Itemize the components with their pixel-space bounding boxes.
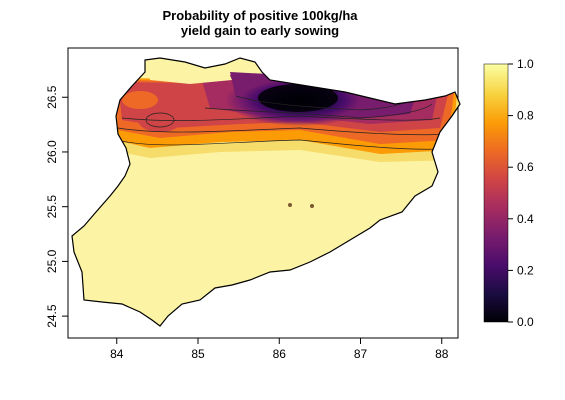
colorbar-axis: 0.0 0.2 0.4 0.6 0.8 1.0 <box>508 57 534 329</box>
y-tick-label: 26.0 <box>45 140 59 164</box>
y-tick-label: 25.0 <box>45 249 59 273</box>
map-title-line1: Probability of positive 100kg/ha <box>162 8 358 23</box>
colorbar-tick-label: 0.8 <box>517 109 534 123</box>
x-tick-label: 88 <box>435 347 449 361</box>
contour-lines <box>115 139 453 150</box>
x-tick-label: 87 <box>354 347 368 361</box>
y-tick-label: 25.5 <box>45 195 59 219</box>
colorbar-tick-label: 0.6 <box>517 160 534 174</box>
x-axis: 84 85 86 87 88 <box>110 338 449 361</box>
plot-frame <box>67 47 459 339</box>
x-tick-label: 84 <box>110 347 124 361</box>
colorbar-tick-label: 0.2 <box>517 263 534 277</box>
colorbar-tick-label: 1.0 <box>517 57 534 71</box>
x-tick-label: 85 <box>191 347 205 361</box>
colorbar-tick-label: 0.4 <box>517 212 534 226</box>
map-title-line2: yield gain to early sowing <box>180 23 340 38</box>
colorbar <box>483 63 509 323</box>
colorbar-tick-label: 0.0 <box>517 315 534 329</box>
x-tick-label: 86 <box>273 347 287 361</box>
y-tick-label: 26.5 <box>45 85 59 109</box>
region-boundary <box>71 57 461 327</box>
y-tick-label: 24.5 <box>45 304 59 328</box>
y-axis: 24.5 25.0 25.5 26.0 26.5 <box>45 85 68 328</box>
